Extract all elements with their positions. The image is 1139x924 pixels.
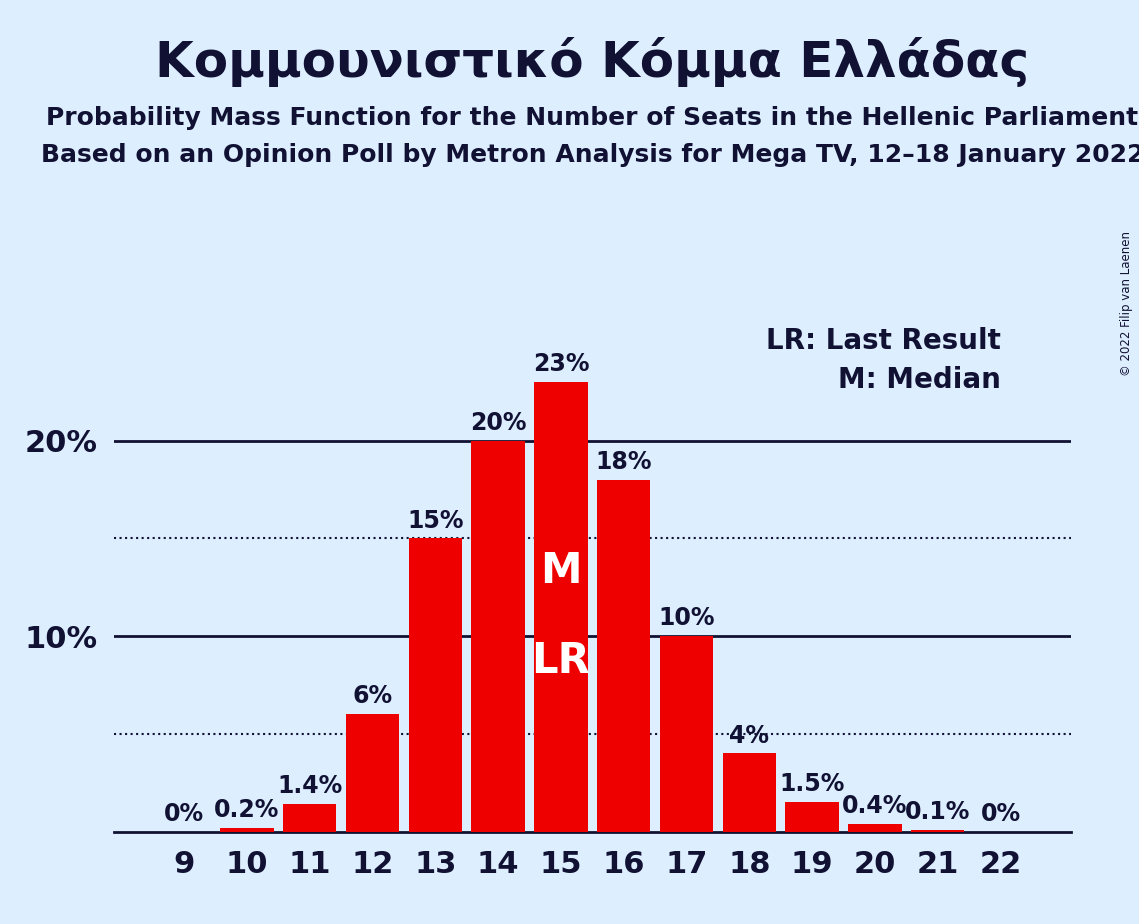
Text: 23%: 23% [533, 352, 589, 376]
Text: Κομμουνιστικό Κόμμα Ελλάδας: Κομμουνιστικό Κόμμα Ελλάδας [155, 37, 1030, 87]
Bar [534, 382, 588, 832]
Bar [849, 824, 902, 832]
Text: © 2022 Filip van Laenen: © 2022 Filip van Laenen [1121, 231, 1133, 376]
Bar [722, 753, 776, 832]
Text: M: M [540, 550, 582, 592]
Text: 6%: 6% [352, 685, 393, 709]
Text: 15%: 15% [407, 508, 464, 532]
Text: 0%: 0% [981, 802, 1021, 826]
Text: 18%: 18% [596, 450, 652, 474]
Bar [220, 828, 273, 832]
Text: 20%: 20% [469, 411, 526, 435]
Text: 1.5%: 1.5% [779, 772, 845, 796]
Bar [472, 441, 525, 832]
Text: 0%: 0% [164, 802, 204, 826]
Text: 0.4%: 0.4% [842, 794, 908, 818]
Bar [409, 539, 462, 832]
Text: 0.1%: 0.1% [906, 800, 970, 824]
Bar [346, 714, 399, 832]
Text: 10%: 10% [658, 606, 715, 630]
Bar [659, 636, 713, 832]
Bar [786, 802, 838, 832]
Text: LR: Last Result: LR: Last Result [765, 327, 1000, 356]
Text: Based on an Opinion Poll by Metron Analysis for Mega TV, 12–18 January 2022: Based on an Opinion Poll by Metron Analy… [41, 143, 1139, 167]
Text: LR: LR [532, 639, 590, 682]
Bar [911, 830, 965, 832]
Text: M: Median: M: Median [837, 367, 1000, 395]
Bar [282, 804, 336, 832]
Bar [597, 480, 650, 832]
Text: 4%: 4% [729, 723, 769, 748]
Text: 0.2%: 0.2% [214, 797, 279, 821]
Text: Probability Mass Function for the Number of Seats in the Hellenic Parliament: Probability Mass Function for the Number… [47, 106, 1138, 130]
Text: 1.4%: 1.4% [277, 774, 343, 798]
